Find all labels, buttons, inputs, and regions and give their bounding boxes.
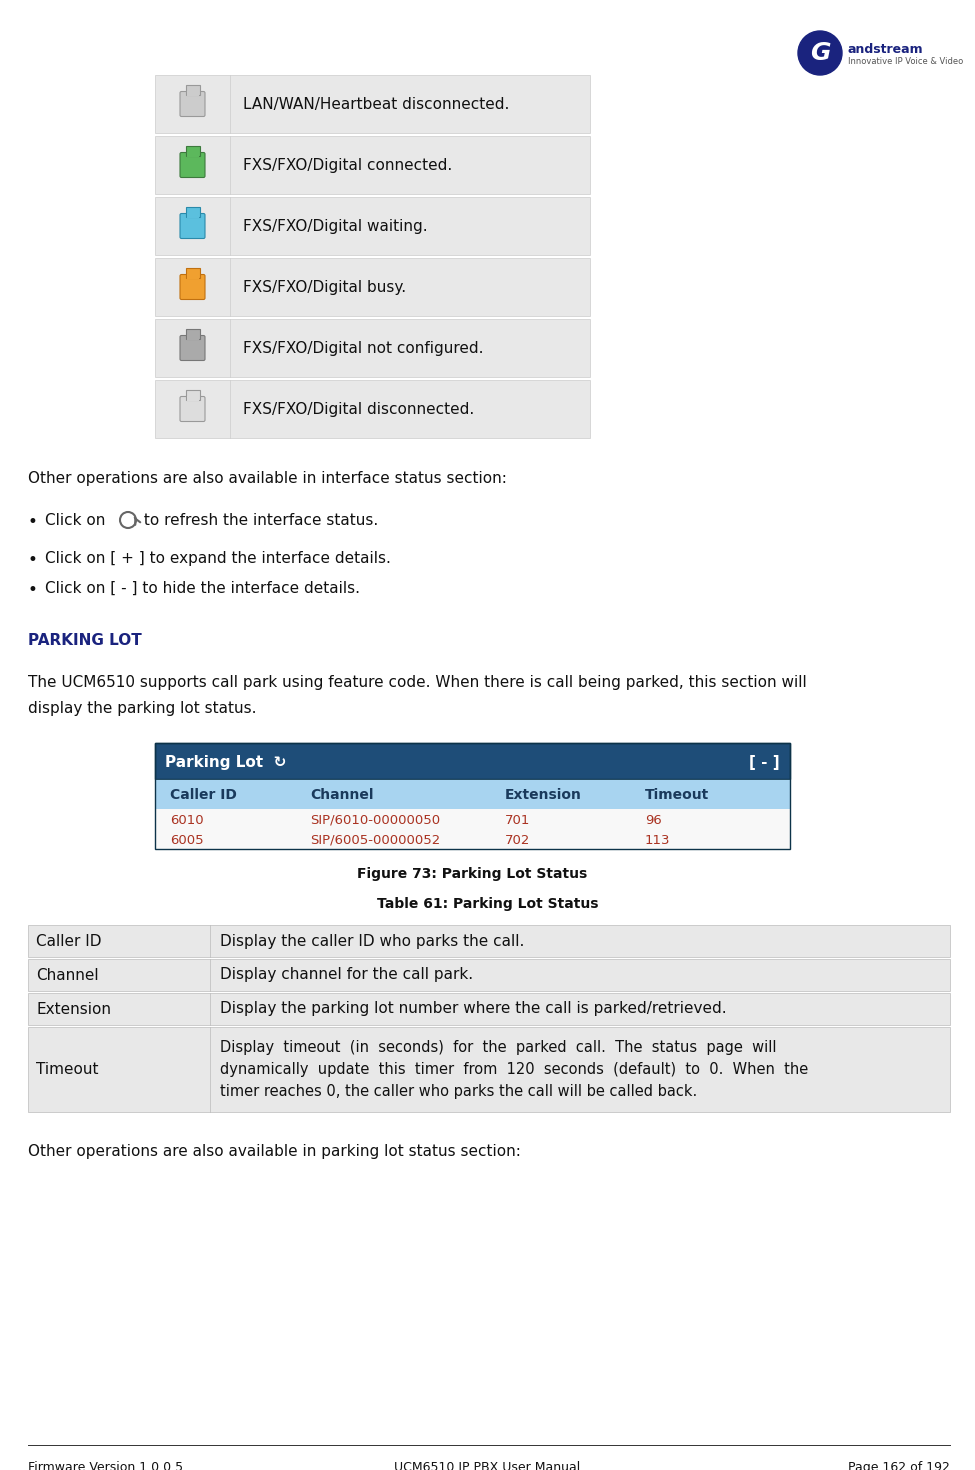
Text: G: G (810, 41, 831, 65)
Bar (155, 137, 590, 194)
Text: 96: 96 (645, 813, 662, 826)
Text: UCM6510 IP PBX User Manual: UCM6510 IP PBX User Manual (394, 1461, 581, 1470)
FancyBboxPatch shape (180, 91, 205, 116)
Text: 701: 701 (505, 813, 530, 826)
Text: •: • (28, 513, 38, 531)
Text: LAN/WAN/Heartbeat disconnected.: LAN/WAN/Heartbeat disconnected. (243, 97, 509, 112)
Bar (185, 268, 200, 278)
Text: Click on: Click on (45, 513, 110, 528)
Text: Other operations are also available in parking lot status section:: Other operations are also available in p… (28, 1144, 521, 1158)
Bar (185, 390, 200, 400)
Text: Channel: Channel (310, 788, 373, 803)
Bar (28, 958, 950, 991)
Bar (155, 742, 790, 850)
Bar (155, 742, 790, 779)
Text: Display the parking lot number where the call is parked/retrieved.: Display the parking lot number where the… (220, 1001, 726, 1016)
Text: Other operations are also available in interface status section:: Other operations are also available in i… (28, 470, 507, 487)
Bar (186, 395, 199, 401)
FancyBboxPatch shape (180, 275, 205, 300)
Bar (155, 259, 590, 316)
Text: Display  timeout  (in  seconds)  for  the  parked  call.  The  status  page  wil: Display timeout (in seconds) for the par… (220, 1039, 776, 1055)
Text: The UCM6510 supports call park using feature code. When there is call being park: The UCM6510 supports call park using fea… (28, 675, 806, 689)
Text: PARKING LOT: PARKING LOT (28, 634, 141, 648)
Bar (155, 381, 590, 438)
Text: FXS/FXO/Digital not configured.: FXS/FXO/Digital not configured. (243, 341, 484, 356)
Text: Parking Lot  ↻: Parking Lot ↻ (165, 754, 287, 769)
Bar (186, 273, 199, 279)
Text: Extension: Extension (36, 1001, 111, 1016)
Bar (28, 1028, 950, 1111)
Bar (155, 779, 790, 808)
Text: Figure 73: Parking Lot Status: Figure 73: Parking Lot Status (358, 867, 588, 881)
Text: Channel: Channel (36, 967, 98, 982)
Text: FXS/FXO/Digital connected.: FXS/FXO/Digital connected. (243, 157, 452, 172)
Bar (185, 146, 200, 156)
Text: Extension: Extension (505, 788, 582, 803)
Text: FXS/FXO/Digital waiting.: FXS/FXO/Digital waiting. (243, 219, 428, 234)
Bar (155, 75, 590, 132)
Bar (185, 85, 200, 96)
Bar (155, 809, 790, 829)
Bar (155, 319, 590, 376)
Text: 6010: 6010 (170, 813, 204, 826)
Text: SIP/6010-00000050: SIP/6010-00000050 (310, 813, 440, 826)
Text: andstream: andstream (848, 43, 923, 56)
Bar (155, 829, 790, 850)
Circle shape (798, 31, 842, 75)
Text: Innovative IP Voice & Video: Innovative IP Voice & Video (848, 56, 963, 66)
Bar (28, 994, 950, 1025)
Text: 6005: 6005 (170, 833, 204, 847)
Bar (155, 197, 590, 254)
Text: Timeout: Timeout (36, 1061, 98, 1078)
Text: timer reaches 0, the caller who parks the call will be called back.: timer reaches 0, the caller who parks th… (220, 1083, 697, 1100)
Text: display the parking lot status.: display the parking lot status. (28, 701, 256, 716)
Text: FXS/FXO/Digital disconnected.: FXS/FXO/Digital disconnected. (243, 401, 474, 416)
Bar (186, 91, 199, 96)
Bar (185, 207, 200, 218)
Text: Page 162 of 192: Page 162 of 192 (848, 1461, 950, 1470)
Text: 113: 113 (645, 833, 671, 847)
Bar (185, 329, 200, 340)
FancyBboxPatch shape (180, 213, 205, 238)
Text: Firmware Version 1.0.0.5: Firmware Version 1.0.0.5 (28, 1461, 183, 1470)
Bar (186, 335, 199, 340)
FancyBboxPatch shape (180, 153, 205, 178)
Text: dynamically  update  this  timer  from  120  seconds  (default)  to  0.  When  t: dynamically update this timer from 120 s… (220, 1061, 808, 1078)
Text: •: • (28, 581, 38, 598)
Text: Display the caller ID who parks the call.: Display the caller ID who parks the call… (220, 933, 525, 948)
FancyBboxPatch shape (180, 335, 205, 360)
Text: Table 61: Parking Lot Status: Table 61: Parking Lot Status (376, 897, 599, 911)
Text: Click on [ + ] to expand the interface details.: Click on [ + ] to expand the interface d… (45, 551, 391, 566)
Text: Display channel for the call park.: Display channel for the call park. (220, 967, 473, 982)
FancyBboxPatch shape (180, 397, 205, 422)
Text: FXS/FXO/Digital busy.: FXS/FXO/Digital busy. (243, 279, 407, 294)
Text: 702: 702 (505, 833, 530, 847)
Bar (186, 151, 199, 157)
Text: Caller ID: Caller ID (36, 933, 101, 948)
Text: to refresh the interface status.: to refresh the interface status. (139, 513, 378, 528)
Text: •: • (28, 551, 38, 569)
Text: SIP/6005-00000052: SIP/6005-00000052 (310, 833, 441, 847)
Bar (28, 925, 950, 957)
Bar (186, 213, 199, 218)
Text: Click on [ - ] to hide the interface details.: Click on [ - ] to hide the interface det… (45, 581, 360, 595)
Text: Timeout: Timeout (645, 788, 709, 803)
Text: [ - ]: [ - ] (750, 754, 780, 769)
Text: Caller ID: Caller ID (170, 788, 237, 803)
